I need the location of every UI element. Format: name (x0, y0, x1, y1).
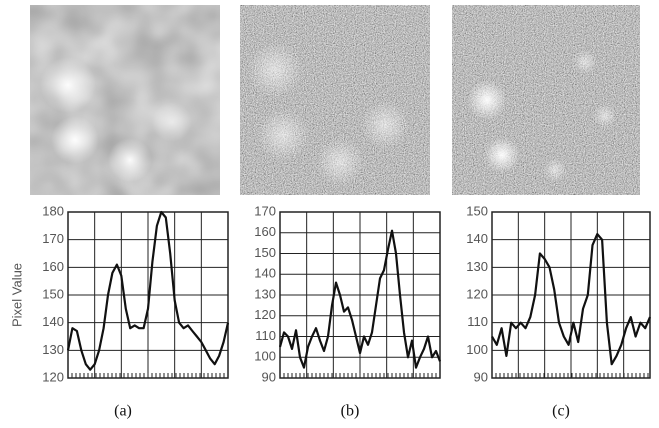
y-tick-label: 160 (254, 224, 276, 239)
y-tick-label: 130 (466, 259, 488, 274)
y-tick-label: 140 (254, 266, 276, 281)
image-b (240, 5, 430, 195)
data-line (491, 233, 652, 366)
y-tick-label: 150 (42, 286, 64, 301)
y-tick-label: 150 (466, 203, 488, 218)
y-tick-label: 120 (42, 369, 64, 384)
y-tick-label: 150 (254, 245, 276, 260)
y-tick-label: 130 (254, 286, 276, 301)
caption: (c) (552, 403, 570, 420)
y-tick-label: 120 (466, 286, 488, 301)
y-tick-label: 90 (262, 369, 276, 384)
y-tick-label: 100 (466, 342, 488, 357)
data-line (66, 210, 230, 371)
y-tick-label: 180 (42, 203, 64, 218)
image-a (30, 5, 220, 195)
y-tick-label: 110 (467, 314, 488, 329)
y-tick-label: 100 (254, 349, 276, 364)
y-tick-label: 170 (254, 203, 276, 218)
data-line (278, 229, 442, 369)
y-tick-label: 140 (42, 314, 64, 329)
y-tick-label: 120 (254, 307, 276, 322)
plot-frame (491, 211, 651, 379)
y-tick-label: 160 (42, 259, 64, 274)
y-tick-label: 90 (474, 369, 488, 384)
y-axis-label: Pixel Value (9, 263, 24, 327)
y-tick-label: 140 (466, 231, 488, 246)
caption: (a) (114, 403, 132, 420)
image-c (452, 5, 640, 195)
caption: (b) (341, 403, 360, 420)
y-tick-label: 170 (42, 231, 64, 246)
y-tick-label: 130 (42, 342, 64, 357)
y-tick-label: 110 (255, 328, 276, 343)
